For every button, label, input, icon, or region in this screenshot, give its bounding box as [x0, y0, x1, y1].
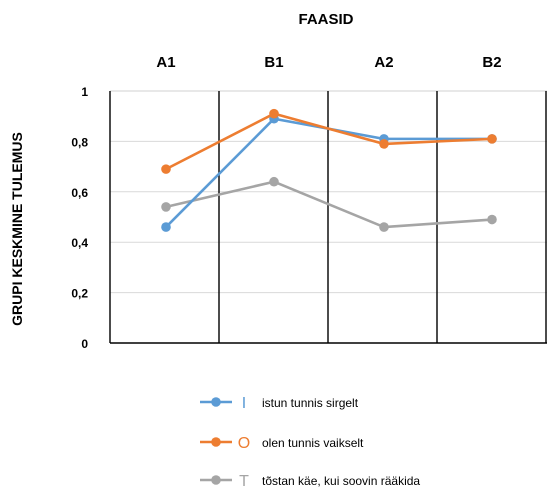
plot-frame: [109, 90, 547, 344]
category-label: B2: [482, 54, 501, 71]
category-labels: A1 B1 A2 B2: [156, 54, 501, 71]
series-line: [165, 117, 492, 228]
legend-marker-letter: I: [242, 395, 246, 412]
data-point: [379, 222, 389, 232]
data-point: [161, 202, 171, 212]
data-point: [487, 214, 497, 225]
y-tick-label: 0,6: [71, 186, 88, 200]
y-tick-label: 0,8: [71, 135, 88, 149]
data-point: [161, 164, 171, 174]
category-label: A1: [156, 54, 175, 71]
y-tick-label: 0,2: [71, 287, 88, 301]
legend-label: olen tunnis vaikselt: [262, 436, 364, 450]
category-label: B1: [264, 54, 283, 71]
series-line: [165, 180, 493, 229]
y-axis-label: GRUPI KESKMINE TULEMUS: [9, 132, 25, 326]
series-line: [165, 112, 493, 171]
data-point: [379, 139, 389, 149]
legend-label: tõstan käe, kui soovin rääkida: [262, 474, 420, 488]
y-axis-ticks: 0 0,2 0,4 0,6 0,8 1: [71, 85, 88, 351]
y-tick-label: 0: [81, 337, 88, 351]
legend-label: istun tunnis sirgelt: [262, 396, 359, 410]
data-point: [269, 108, 279, 119]
data-point: [161, 222, 171, 232]
legend-swatch-marker: [211, 475, 221, 485]
legend-swatch-marker: [211, 437, 221, 447]
legend-marker-letter: O: [238, 435, 250, 452]
category-label: A2: [374, 54, 393, 71]
data-point: [487, 134, 497, 144]
legend-swatch-marker: [211, 397, 221, 407]
y-tick-label: 0,4: [71, 236, 88, 250]
legend-marker-letter: T: [239, 473, 249, 490]
series-lines: [161, 108, 497, 232]
chart-title: FAASID: [298, 11, 353, 28]
data-point: [269, 176, 279, 187]
y-tick-label: 1: [81, 85, 88, 99]
